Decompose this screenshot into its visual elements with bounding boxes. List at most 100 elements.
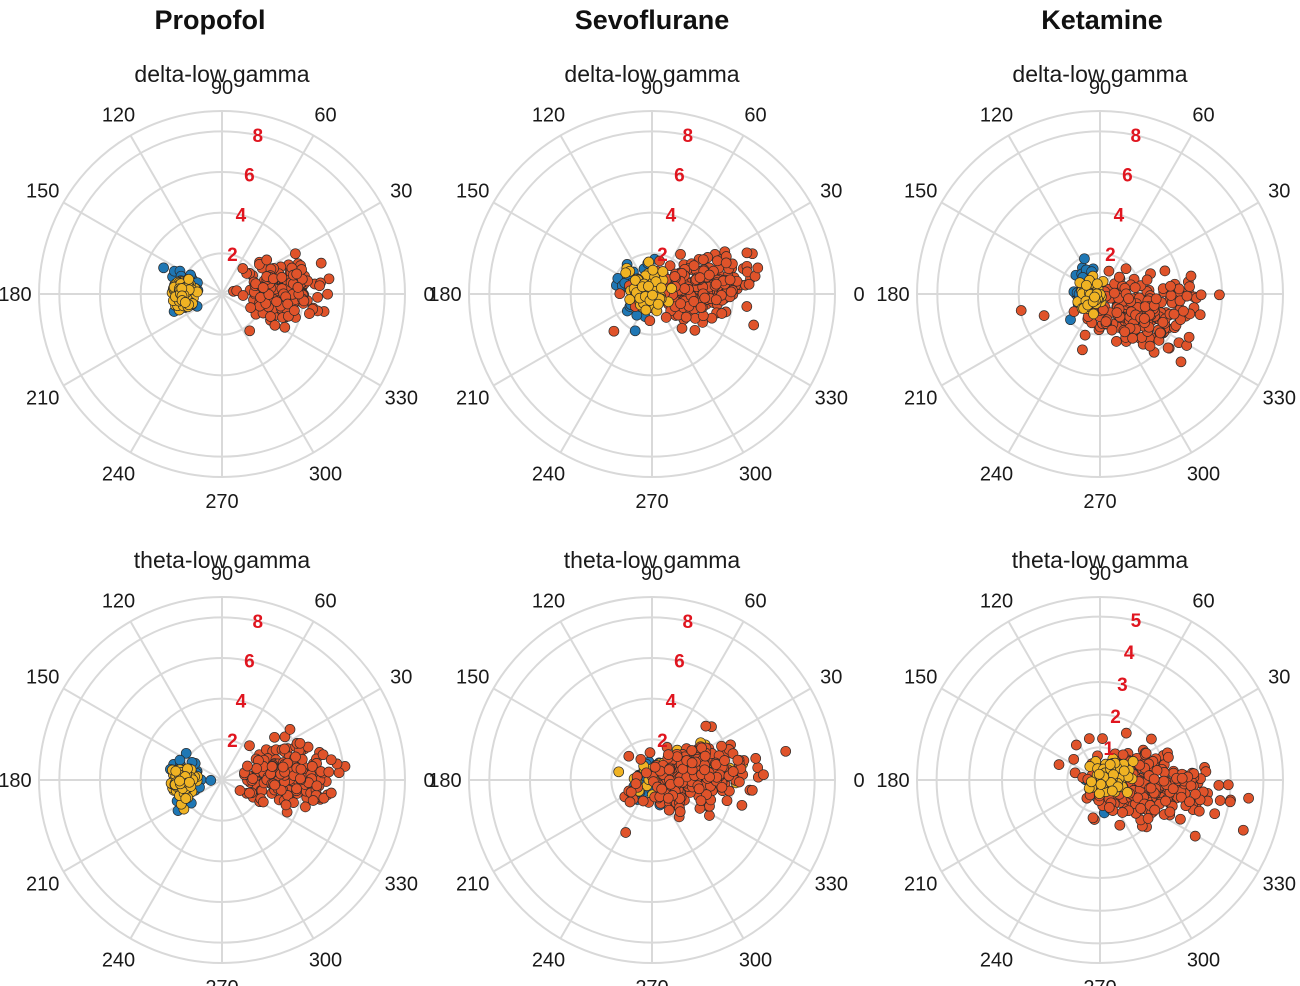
data-point bbox=[669, 271, 681, 282]
data-point bbox=[289, 305, 300, 316]
data-point bbox=[1086, 776, 1097, 788]
radial-tick-label: 6 bbox=[674, 652, 685, 673]
angle-tick-label: 270 bbox=[205, 977, 238, 986]
data-point bbox=[686, 745, 698, 756]
radial-tick-label: 6 bbox=[244, 652, 255, 673]
data-point bbox=[635, 753, 647, 765]
data-point bbox=[1103, 265, 1115, 277]
panel-subtitle: delta-low gamma bbox=[134, 61, 309, 87]
angle-tick-label: 0 bbox=[423, 770, 434, 792]
data-point bbox=[699, 750, 711, 762]
data-point bbox=[644, 315, 656, 327]
grid-spoke bbox=[559, 779, 653, 939]
data-point bbox=[675, 298, 686, 310]
data-point bbox=[1079, 253, 1090, 265]
radial-tick-label: 3 bbox=[1117, 675, 1128, 696]
data-point bbox=[727, 766, 739, 777]
angle-tick-label: 0 bbox=[853, 284, 864, 306]
data-point bbox=[1120, 263, 1132, 275]
data-point bbox=[304, 308, 315, 319]
data-point bbox=[234, 785, 246, 796]
data-point bbox=[291, 783, 302, 795]
grid-spoke bbox=[1007, 621, 1101, 781]
data-point bbox=[1139, 313, 1150, 324]
data-point bbox=[284, 724, 296, 735]
radial-tick-label: 2 bbox=[227, 731, 238, 752]
data-point bbox=[1181, 290, 1193, 302]
series-group-yellow bbox=[620, 256, 677, 317]
angle-tick-label: 120 bbox=[980, 591, 1013, 613]
column-title-sevoflurane: Sevoflurane bbox=[575, 5, 730, 35]
data-point bbox=[158, 262, 169, 274]
data-point bbox=[657, 266, 669, 277]
data-point bbox=[1200, 766, 1212, 777]
data-point bbox=[716, 308, 728, 319]
data-point bbox=[1149, 804, 1161, 816]
data-point bbox=[649, 761, 661, 773]
angle-tick-label: 60 bbox=[1192, 591, 1214, 613]
data-point bbox=[695, 302, 707, 313]
data-point bbox=[1195, 289, 1207, 301]
angle-tick-label: 240 bbox=[102, 949, 135, 971]
data-point bbox=[1119, 326, 1131, 338]
angle-tick-label: 30 bbox=[820, 667, 842, 689]
angle-tick-label: 90 bbox=[641, 77, 663, 99]
angle-tick-label: 120 bbox=[532, 591, 565, 613]
data-point bbox=[1159, 265, 1171, 277]
scatter-points bbox=[1015, 253, 1225, 368]
data-point bbox=[174, 775, 185, 787]
angle-tick-label: 150 bbox=[26, 667, 59, 689]
radial-tick-label: 2 bbox=[1110, 707, 1121, 728]
angle-tick-label: 90 bbox=[211, 563, 233, 585]
angle-tick-label: 270 bbox=[635, 977, 668, 986]
data-point bbox=[1123, 293, 1134, 304]
data-point bbox=[277, 761, 289, 773]
data-point bbox=[664, 260, 676, 272]
data-point bbox=[710, 278, 722, 290]
data-point bbox=[183, 273, 195, 285]
data-point bbox=[699, 292, 711, 304]
data-point bbox=[1087, 812, 1099, 824]
column-title-propofol: Propofol bbox=[155, 5, 266, 35]
data-point bbox=[699, 764, 710, 776]
scatter-points bbox=[158, 248, 335, 337]
data-point bbox=[675, 248, 686, 260]
data-point bbox=[710, 294, 722, 306]
data-point bbox=[1100, 316, 1112, 327]
angle-tick-label: 180 bbox=[876, 284, 909, 306]
data-point bbox=[1157, 316, 1169, 328]
angle-tick-label: 90 bbox=[641, 563, 663, 585]
data-point bbox=[1068, 753, 1080, 765]
data-point bbox=[300, 801, 311, 813]
grid-spoke bbox=[493, 687, 653, 781]
radial-labels: 2 4 6 8 bbox=[227, 126, 263, 266]
grid-spoke bbox=[941, 779, 1101, 873]
data-point bbox=[1165, 290, 1177, 301]
radial-tick-label: 4 bbox=[666, 691, 677, 712]
data-point bbox=[269, 779, 281, 791]
data-point bbox=[1237, 824, 1249, 836]
data-point bbox=[676, 322, 688, 334]
data-point bbox=[244, 325, 256, 337]
data-point bbox=[1069, 767, 1081, 779]
data-point bbox=[1189, 830, 1201, 842]
radial-tick-label: 8 bbox=[1131, 126, 1142, 147]
data-point bbox=[265, 311, 276, 322]
data-point bbox=[724, 274, 736, 286]
angle-tick-label: 180 bbox=[876, 770, 909, 792]
data-point bbox=[1103, 802, 1115, 813]
radial-labels: 2 4 6 8 bbox=[1105, 126, 1141, 266]
data-point bbox=[307, 795, 319, 806]
data-point bbox=[656, 783, 668, 795]
angle-tick-label: 150 bbox=[904, 667, 937, 689]
data-point bbox=[1148, 773, 1160, 785]
data-point bbox=[1114, 819, 1126, 831]
data-point bbox=[663, 764, 675, 776]
angle-tick-label: 30 bbox=[1268, 181, 1290, 203]
data-point bbox=[306, 761, 318, 772]
data-point bbox=[1077, 344, 1088, 356]
data-point bbox=[694, 272, 706, 283]
